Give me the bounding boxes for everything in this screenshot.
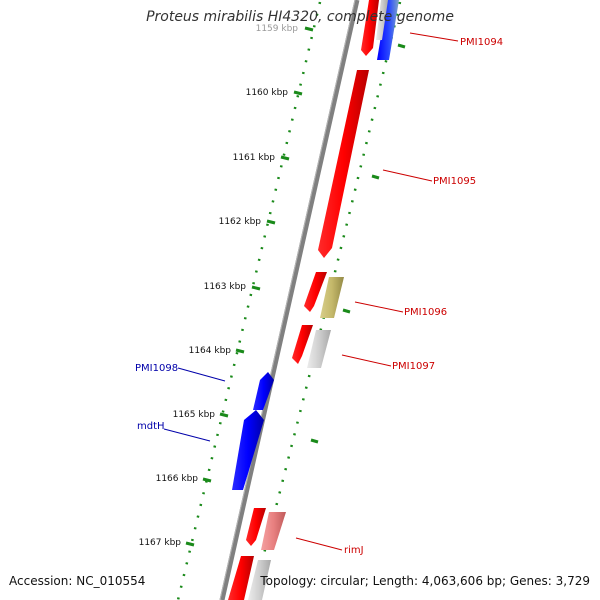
gene-mdth[interactable] — [232, 410, 264, 490]
tick-mark — [293, 90, 303, 96]
label-pmi1094[interactable]: PMI1094 — [460, 37, 503, 48]
tick-label: 1160 kbp — [246, 88, 289, 98]
tick-label: 1164 kbp — [189, 346, 232, 356]
tick-mark — [202, 477, 212, 483]
gene-labels: PMI1094 PMI1095 PMI1096 PMI1097 rimJ PMI… — [135, 37, 503, 556]
leader-pmi1094 — [409, 32, 459, 42]
accession-text: Accession: NC_010554 — [9, 574, 146, 588]
label-mdth[interactable]: mdtH — [137, 421, 165, 432]
leader-pmi1098 — [177, 367, 226, 382]
label-pmi1095[interactable]: PMI1095 — [433, 176, 476, 187]
gene-red-1163a[interactable] — [304, 272, 327, 312]
label-pmi1097[interactable]: PMI1097 — [392, 361, 435, 372]
tick-label: 1166 kbp — [156, 474, 199, 484]
tick-mark — [219, 412, 229, 418]
leader-mdth — [163, 428, 211, 442]
label-pmi1098[interactable]: PMI1098 — [135, 363, 178, 374]
tick-mark — [280, 155, 290, 161]
leader-rimj — [295, 537, 343, 551]
gene-blue-top[interactable] — [377, 0, 399, 60]
reverse-genes — [232, 0, 399, 490]
tick-mark — [235, 348, 245, 354]
gene-gray-bottom[interactable] — [248, 560, 271, 600]
tick-marks — [185, 26, 406, 547]
tick-labels: 1159 kbp 1160 kbp 1161 kbp 1162 kbp 1163… — [139, 24, 299, 548]
forward-genes — [228, 0, 379, 600]
gene-pmi1094[interactable] — [361, 0, 379, 56]
other-genes — [248, 0, 388, 600]
tick-label: 1159 kbp — [256, 24, 299, 34]
tick-mark — [185, 541, 195, 547]
genome-backbone-highlight — [219, 0, 356, 600]
outer-dotted-track — [176, 1, 322, 600]
gene-gray-top[interactable] — [376, 0, 388, 40]
tick-mark — [251, 285, 261, 291]
leader-pmi1097 — [341, 354, 392, 367]
tick-label: 1163 kbp — [204, 282, 247, 292]
label-pmi1096[interactable]: PMI1096 — [404, 307, 447, 318]
gene-red-1167a[interactable] — [246, 508, 266, 546]
gene-pmi1095[interactable] — [318, 70, 369, 258]
leader-lines — [163, 32, 459, 551]
leader-pmi1095 — [382, 169, 433, 182]
tick-label: 1167 kbp — [139, 538, 182, 548]
gene-pmi1097[interactable] — [307, 330, 331, 368]
gene-pmi1098[interactable] — [253, 372, 274, 410]
tick-label: 1161 kbp — [233, 153, 276, 163]
topology-text: Topology: circular; Length: 4,063,606 bp… — [260, 574, 590, 588]
leader-pmi1096 — [354, 301, 404, 313]
gene-rimj[interactable] — [261, 512, 286, 550]
label-rimj[interactable]: rimJ — [344, 545, 364, 556]
genome-backbone — [219, 0, 360, 600]
tick-mark — [304, 26, 314, 32]
gene-red-1163b[interactable] — [292, 325, 313, 364]
gene-red-1167b[interactable] — [228, 556, 254, 600]
tick-mark — [266, 219, 276, 225]
tick-label: 1165 kbp — [173, 410, 216, 420]
tick-label: 1162 kbp — [219, 217, 262, 227]
gene-pmi1096[interactable] — [320, 277, 344, 318]
map-title: Proteus mirabilis HI4320, complete genom… — [146, 9, 454, 25]
